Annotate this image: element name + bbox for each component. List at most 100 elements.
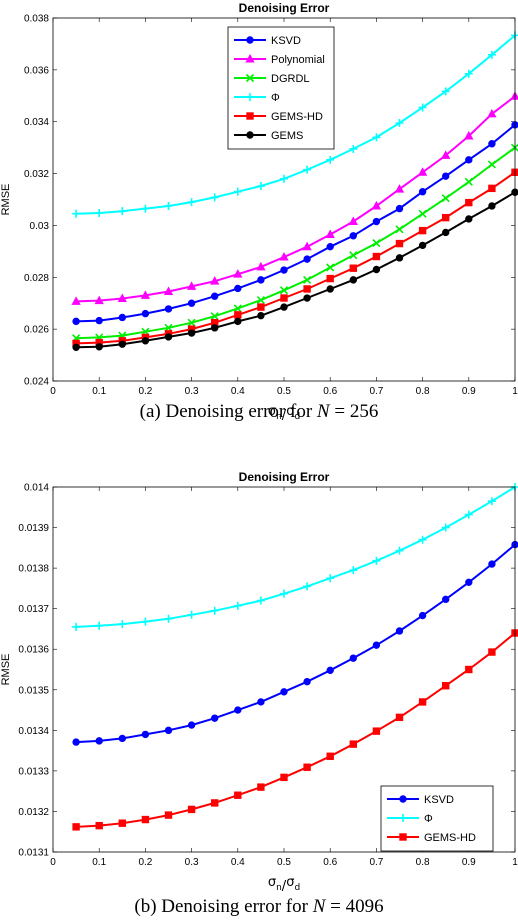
data-point bbox=[280, 773, 288, 782]
x-tick-label: 0.9 bbox=[462, 857, 476, 868]
data-point bbox=[326, 242, 334, 251]
data-point bbox=[418, 535, 427, 544]
data-point bbox=[348, 216, 358, 226]
data-point bbox=[210, 606, 219, 615]
data-point bbox=[465, 215, 473, 223]
data-point bbox=[349, 740, 358, 748]
x-tick-label: 0.8 bbox=[416, 386, 430, 397]
data-point bbox=[418, 209, 427, 218]
data-point bbox=[118, 207, 127, 216]
data-point bbox=[95, 316, 103, 325]
data-point bbox=[279, 286, 289, 295]
caption-a: (a) Denoising error for N = 256 bbox=[0, 401, 518, 423]
data-point bbox=[141, 815, 150, 824]
data-point bbox=[349, 144, 358, 153]
data-point bbox=[372, 265, 381, 274]
y-tick-label: 0.03 bbox=[30, 221, 50, 232]
data-point bbox=[487, 108, 497, 118]
legend-label: DGRDL bbox=[271, 73, 310, 85]
data-point bbox=[280, 688, 288, 696]
data-point bbox=[372, 641, 381, 649]
data-point bbox=[234, 284, 242, 293]
legend-marker bbox=[399, 795, 407, 803]
data-point bbox=[371, 200, 382, 210]
data-point bbox=[464, 69, 473, 78]
data-point bbox=[164, 811, 173, 819]
y-tick-label: 0.032 bbox=[24, 169, 49, 180]
legend-marker bbox=[246, 93, 254, 101]
data-point bbox=[187, 721, 196, 729]
y-tick-label: 0.038 bbox=[24, 14, 49, 25]
data-point bbox=[442, 595, 450, 604]
data-point bbox=[94, 295, 104, 305]
y-tick-label: 0.0132 bbox=[18, 807, 49, 818]
data-point bbox=[418, 611, 427, 620]
data-point bbox=[257, 311, 265, 320]
data-point bbox=[211, 292, 219, 300]
data-point bbox=[303, 285, 311, 293]
legend-label: Polynomial bbox=[271, 54, 325, 66]
series-line bbox=[76, 124, 516, 323]
data-point bbox=[256, 296, 265, 305]
data-point bbox=[187, 318, 196, 327]
x-tick-label: 0.7 bbox=[369, 386, 383, 397]
x-tick-label: 0.6 bbox=[323, 857, 337, 868]
data-point bbox=[395, 627, 404, 635]
data-point bbox=[280, 294, 288, 302]
data-point bbox=[186, 281, 197, 290]
data-point bbox=[464, 177, 473, 186]
data-point bbox=[233, 187, 242, 196]
caption-a-var: N bbox=[316, 401, 330, 422]
data-point bbox=[325, 229, 335, 239]
axes-box bbox=[52, 486, 516, 853]
data-point bbox=[95, 208, 104, 217]
data-point bbox=[465, 156, 473, 164]
x-tick-label: 0.6 bbox=[323, 386, 337, 397]
x-tick-label: 0.3 bbox=[185, 386, 199, 397]
data-point bbox=[442, 213, 450, 222]
data-point bbox=[394, 184, 405, 193]
series-line bbox=[76, 171, 516, 345]
legend-label: Φ bbox=[424, 813, 433, 825]
data-point bbox=[257, 698, 265, 706]
data-point bbox=[95, 621, 104, 630]
data-point bbox=[256, 261, 266, 271]
caption-b-suffix: = 4096 bbox=[325, 896, 384, 917]
data-point bbox=[326, 155, 335, 164]
data-point bbox=[488, 140, 496, 148]
data-point bbox=[141, 204, 150, 213]
data-point bbox=[141, 730, 150, 739]
data-point bbox=[372, 217, 381, 226]
x-tick-label: 0.1 bbox=[92, 857, 106, 868]
legend-label: Φ bbox=[271, 92, 280, 104]
data-point bbox=[187, 805, 196, 814]
legend-marker bbox=[246, 112, 254, 120]
data-point bbox=[187, 198, 196, 207]
data-point bbox=[118, 819, 126, 827]
x-tick-label: 0.3 bbox=[185, 857, 199, 868]
data-point bbox=[118, 620, 127, 629]
data-point bbox=[303, 255, 311, 263]
series-line bbox=[76, 146, 516, 340]
data-point bbox=[442, 682, 450, 690]
data-point bbox=[326, 263, 335, 272]
data-point bbox=[303, 582, 312, 591]
legend-box bbox=[227, 26, 335, 150]
data-point bbox=[326, 285, 334, 293]
legend-marker bbox=[245, 53, 255, 63]
x-tick-label: 0 bbox=[50, 386, 56, 397]
legend-marker bbox=[246, 36, 254, 44]
x-tick-label: 1 bbox=[512, 857, 518, 868]
x-tick-label: 0.1 bbox=[92, 386, 106, 397]
data-point bbox=[395, 546, 404, 555]
x-tick-label: 1 bbox=[512, 386, 518, 397]
data-point bbox=[256, 182, 265, 191]
y-axis-label: RMSE bbox=[0, 654, 12, 686]
data-point bbox=[465, 198, 473, 207]
chart-title: Denoising Error bbox=[239, 470, 330, 484]
legend-marker bbox=[245, 73, 255, 83]
series-line bbox=[76, 543, 516, 744]
data-point bbox=[257, 303, 265, 311]
data-point bbox=[257, 783, 265, 791]
